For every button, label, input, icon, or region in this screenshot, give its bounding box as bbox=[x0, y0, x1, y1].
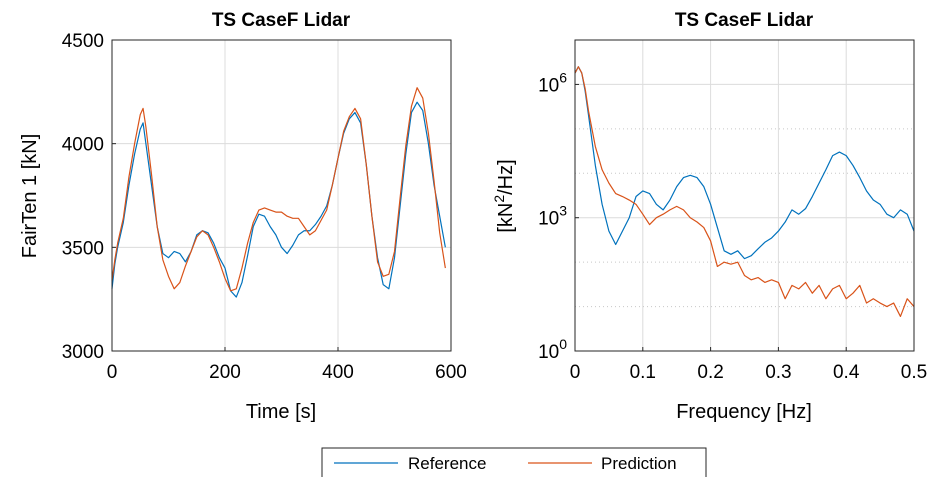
spectrum-y-tick-label: 106 bbox=[538, 69, 567, 96]
time-series-series bbox=[111, 87, 446, 298]
legend-reference-label: Reference bbox=[408, 454, 486, 473]
time-series-y-ticks: 3000 3500 4000 4500 bbox=[62, 31, 116, 363]
spectrum-x-tick-label: 0.1 bbox=[630, 362, 656, 383]
spectrum-x-tick-label: 0.2 bbox=[697, 362, 723, 383]
time-series-y-tick-label: 3500 bbox=[62, 238, 104, 259]
spectrum-y-tick-label: 100 bbox=[538, 336, 567, 363]
time-series-x-label: Time [s] bbox=[246, 401, 316, 423]
spectrum-prediction-line bbox=[574, 66, 915, 318]
spectrum-x-label: Frequency [Hz] bbox=[676, 401, 812, 423]
time-series-prediction-line bbox=[111, 87, 446, 292]
legend: Reference Prediction bbox=[321, 447, 707, 477]
spectrum-reference-line bbox=[574, 66, 915, 260]
time-series-x-ticks: 0 200 400 600 bbox=[107, 347, 467, 383]
spectrum-axes-frame bbox=[574, 39, 915, 352]
spectrum-series bbox=[574, 66, 915, 318]
spectrum-x-tick-label: 0 bbox=[570, 362, 581, 383]
spectrum-x-ticks: 0 0.1 0.2 0.3 0.4 0.5 bbox=[570, 347, 927, 383]
time-series-x-tick-label: 600 bbox=[435, 362, 467, 383]
spectrum-x-tick-label: 0.4 bbox=[833, 362, 860, 383]
time-series-grid bbox=[112, 40, 451, 351]
spectrum-y-tick-label: 103 bbox=[538, 203, 567, 230]
spectrum-y-ticks: 100 103 106 bbox=[538, 69, 579, 363]
time-series-x-tick-label: 400 bbox=[322, 362, 354, 383]
time-series-y-label: FairTen 1 [kN] bbox=[19, 134, 41, 258]
time-series-y-tick-label: 4000 bbox=[62, 135, 104, 156]
spectrum-y-label: [kN2/Hz] bbox=[491, 159, 517, 232]
spectrum-title: TS CaseF Lidar bbox=[675, 10, 814, 31]
spectrum-x-tick-label: 0.5 bbox=[901, 362, 927, 383]
legend-prediction-label: Prediction bbox=[601, 454, 677, 473]
time-series-x-tick-label: 200 bbox=[209, 362, 241, 383]
spectrum-plot: TS CaseF Lidar 0 0.1 0.2 0.3 0.4 0.5 10010310… bbox=[491, 10, 927, 423]
time-series-plot: TS CaseF Lidar 0 200 400 600 3000 3500 4000 45… bbox=[19, 10, 467, 423]
time-series-title: TS CaseF Lidar bbox=[212, 10, 351, 31]
time-series-axes-frame bbox=[111, 39, 452, 352]
time-series-y-tick-label: 3000 bbox=[62, 342, 104, 363]
time-series-x-tick-label: 0 bbox=[107, 362, 118, 383]
spectrum-x-tick-label: 0.3 bbox=[765, 362, 791, 383]
time-series-y-tick-label: 4500 bbox=[62, 31, 104, 52]
